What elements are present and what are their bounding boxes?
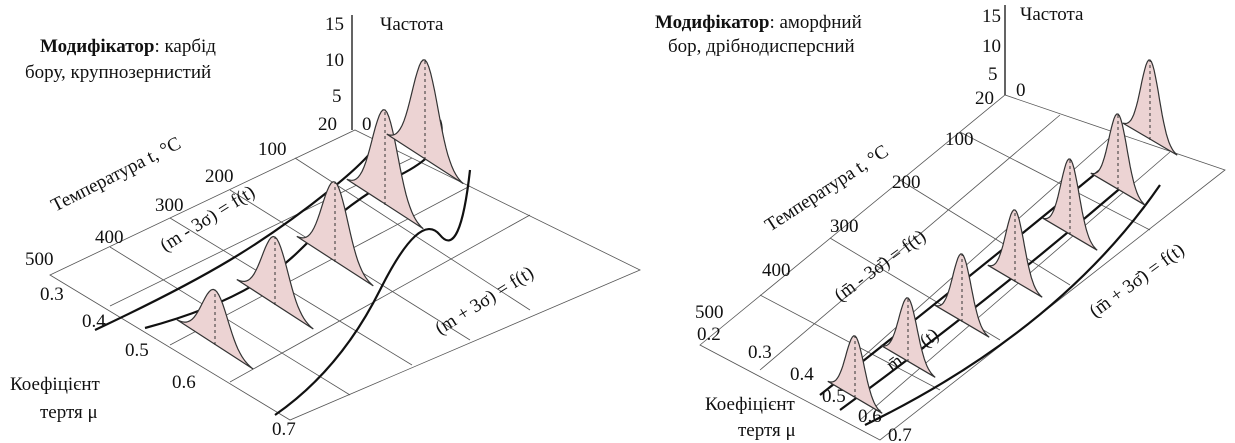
base-plane (49, 129, 641, 421)
tick-label: 0.6 (172, 372, 196, 393)
axis-label: тертя μ (738, 420, 796, 441)
curve (94, 134, 382, 331)
distribution (346, 109, 424, 230)
tick-label: 20 (318, 114, 337, 135)
annotation: (m̄ - 3σ̄) = f(t) (831, 226, 930, 306)
modifier-text: : карбід (154, 36, 216, 57)
tick-label: 300 (155, 195, 184, 216)
tick-label: 5 (988, 64, 998, 85)
distribution (176, 288, 254, 370)
tick-label: 0.7 (888, 425, 912, 443)
grid (759, 114, 1171, 421)
modifier-text: бор, дрібнодисперсний (668, 36, 855, 57)
axis-label: Частота (1020, 4, 1084, 25)
distribution (296, 181, 374, 287)
tick-label: 0.6 (858, 406, 882, 427)
tick-label: 0.4 (790, 364, 814, 385)
distribution (827, 335, 883, 414)
tick-label: 0.5 (125, 340, 149, 361)
tick-label: 0.7 (272, 419, 296, 440)
curve (274, 169, 472, 416)
modifier: Модифікатор: карбід (40, 36, 216, 57)
tick-label: 400 (95, 227, 124, 248)
tick-label: 0.3 (748, 342, 772, 363)
tick-label: 100 (945, 129, 974, 150)
axis-label: Коефіцієнт (10, 374, 100, 395)
tick-label: 0.3 (40, 284, 64, 305)
annotation: (m + 3σ) = f(t) (432, 262, 538, 339)
tick-label: 0.4 (82, 311, 106, 332)
tick-label: 200 (892, 172, 921, 193)
modifier-text: : аморфний (769, 12, 861, 33)
tick-label: 0 (362, 114, 372, 135)
tick-label: 300 (830, 216, 859, 237)
axis-label: Коефіцієнт (705, 394, 795, 415)
tick-label: 10 (325, 50, 344, 71)
tick-label: 20 (975, 88, 994, 109)
distribution (236, 235, 314, 330)
annotation: (m̄ + 3σ̄) = f(t) (1086, 239, 1189, 322)
tick-label: 0 (1016, 80, 1026, 101)
tick-label: 10 (982, 36, 1001, 57)
tick-label: 5 (332, 86, 342, 107)
tick-label: 200 (205, 166, 234, 187)
base-plane (699, 94, 1226, 441)
modifier-text: бору, крупнозернистий (25, 62, 211, 83)
panel: Модифікатор: карбід бору, крупнозернисти… (10, 14, 641, 440)
panel: Модифікатор: аморфний бор, дрібнодисперс… (655, 4, 1226, 443)
tick-label: 100 (258, 139, 287, 160)
axis-label: Температура t, °C (761, 141, 892, 236)
tick-label: 500 (25, 249, 54, 270)
modifier-label: Модифікатор (40, 36, 154, 57)
distribution (987, 209, 1043, 298)
tick-label: 15 (982, 6, 1001, 27)
curve (839, 179, 1131, 411)
axis-label: Частота (380, 14, 444, 35)
tick-label: 400 (762, 260, 791, 281)
tick-label: 0.2 (697, 324, 721, 345)
axis-label: тертя μ (40, 402, 98, 423)
curve (864, 184, 1161, 426)
tick-label: 0.5 (822, 386, 846, 407)
modifier: Модифікатор: аморфний (655, 12, 862, 33)
tick-label: 500 (695, 302, 724, 323)
tick-label: 15 (325, 14, 344, 35)
modifier-label: Модифікатор (655, 12, 769, 33)
